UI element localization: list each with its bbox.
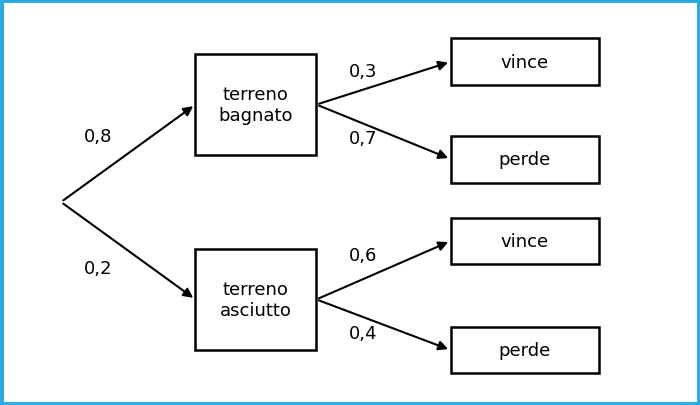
FancyBboxPatch shape [451, 136, 598, 183]
FancyBboxPatch shape [195, 249, 316, 350]
FancyBboxPatch shape [451, 218, 598, 265]
Text: 0,8: 0,8 [84, 128, 112, 145]
Text: 0,6: 0,6 [349, 246, 377, 264]
Text: perde: perde [498, 151, 551, 169]
Text: vince: vince [500, 53, 549, 72]
FancyBboxPatch shape [451, 327, 598, 373]
Text: terreno
bagnato: terreno bagnato [218, 86, 293, 125]
FancyBboxPatch shape [195, 55, 316, 156]
Text: terreno
asciutto: terreno asciutto [220, 280, 292, 319]
Text: 0,4: 0,4 [349, 324, 378, 342]
Text: 0,3: 0,3 [349, 63, 378, 81]
Text: 0,7: 0,7 [349, 129, 378, 147]
Text: 0,2: 0,2 [84, 260, 112, 277]
FancyBboxPatch shape [451, 39, 598, 86]
Text: vince: vince [500, 232, 549, 250]
Text: perde: perde [498, 341, 551, 359]
